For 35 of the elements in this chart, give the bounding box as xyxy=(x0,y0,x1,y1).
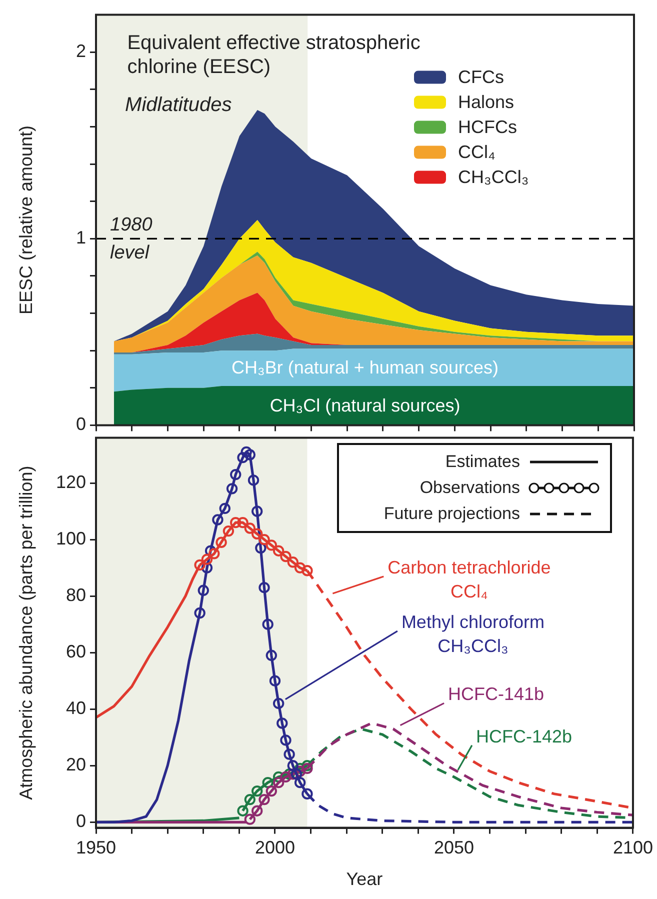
y-tick-label: 0 xyxy=(76,811,86,832)
y-tick-label: 120 xyxy=(56,472,86,492)
annotation: Estimates xyxy=(445,452,520,472)
series-label: CH₃Cl (natural sources) xyxy=(270,396,460,416)
x-tick-label: 2000 xyxy=(254,838,296,858)
legend-label: CCl₄ xyxy=(458,142,496,162)
y-tick-label: 1 xyxy=(76,228,86,248)
annotation: Observations xyxy=(420,478,520,498)
text: Methyl chloroform CH₃CCl₃ xyxy=(401,612,544,656)
y-tick-label: 0 xyxy=(76,414,86,434)
ref-line-label: 1980 level xyxy=(110,214,153,264)
legend-label: Halons xyxy=(458,92,514,112)
y-tick-label: 2 xyxy=(76,41,86,62)
y-tick-label: 100 xyxy=(56,528,86,549)
text: HCFC-142b xyxy=(476,726,572,746)
legend-label: Carbon tetrachloride CCl₄ xyxy=(388,557,551,602)
y-tick-label: 80 xyxy=(66,585,86,606)
x-tick-label: 1950 xyxy=(76,838,116,858)
text: Equivalent effective stratospheric chlorine (EESC) xyxy=(127,32,420,78)
legend-label: CFCs xyxy=(458,66,504,87)
annotation: Midlatitudes xyxy=(125,94,232,116)
y-tick-label: 20 xyxy=(66,754,86,775)
x-tick-label: 2100 xyxy=(612,838,653,858)
y-axis-title: EESC (relative amount) xyxy=(16,125,36,315)
y-tick-label: 60 xyxy=(66,642,86,662)
legend-label: CH₃CCl₃ xyxy=(458,166,529,187)
legend-label: HCFCs xyxy=(458,116,517,137)
text: HCFC-141b xyxy=(448,684,544,704)
annotation: Future projections xyxy=(384,504,520,524)
x-axis-title: Year xyxy=(346,869,383,890)
y-axis-title: Atmospheric abundance (parts per trillion) xyxy=(16,466,36,800)
y-tick-label: 40 xyxy=(66,698,86,718)
x-tick-label: 2050 xyxy=(434,838,474,858)
key-box: Estimates Observations Future projections xyxy=(337,443,612,533)
series-label: CH₃Br (natural + human sources) xyxy=(232,357,498,378)
